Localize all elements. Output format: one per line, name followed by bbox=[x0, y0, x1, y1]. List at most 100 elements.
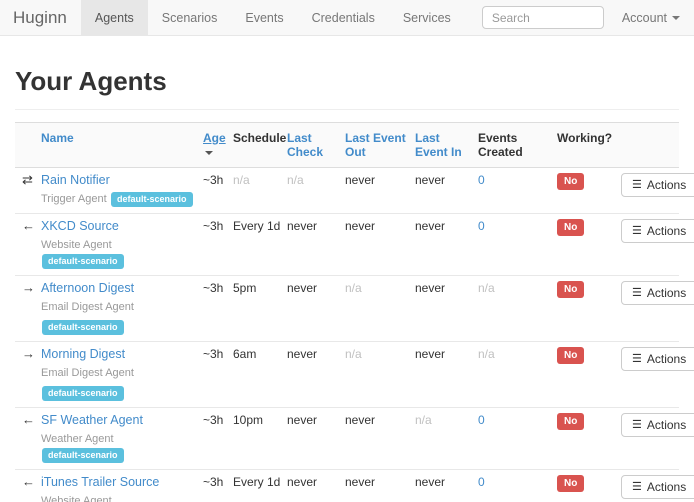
list-icon: ☰ bbox=[632, 286, 642, 299]
list-icon: ☰ bbox=[632, 224, 642, 237]
events-created-link[interactable]: 0 bbox=[478, 219, 485, 233]
sort-header-last-event-in[interactable]: Last Event In bbox=[415, 131, 462, 159]
account-label: Account bbox=[621, 10, 667, 25]
actions-button[interactable]: ☰ Actions bbox=[621, 219, 694, 243]
scenario-badge[interactable]: default-scenario bbox=[42, 254, 124, 269]
actions-button-label: Actions bbox=[646, 224, 687, 238]
list-icon: ☰ bbox=[632, 480, 642, 493]
events-created-link[interactable]: 0 bbox=[478, 475, 485, 489]
last-event-in-cell: never bbox=[415, 219, 446, 233]
brand-logo[interactable]: Huginn bbox=[13, 7, 67, 27]
working-badge: No bbox=[557, 281, 585, 298]
last-check-cell: n/a bbox=[287, 173, 304, 187]
agent-type-label: Website Agent bbox=[41, 495, 112, 502]
schedule-cell: 6am bbox=[233, 347, 257, 361]
schedule-cell: 10pm bbox=[233, 413, 264, 427]
sort-header-name[interactable]: Name bbox=[41, 131, 74, 145]
last-event-out-cell: never bbox=[345, 219, 376, 233]
last-check-cell: never bbox=[287, 475, 318, 489]
arrow-right-icon: → bbox=[22, 346, 35, 361]
working-badge: No bbox=[557, 219, 585, 236]
search-input[interactable] bbox=[481, 6, 604, 29]
events-created-cell: n/a bbox=[478, 281, 495, 295]
last-check-cell: never bbox=[287, 347, 318, 361]
header-schedule: Schedule bbox=[233, 131, 287, 145]
schedule-cell: Every 1d bbox=[233, 475, 281, 489]
age-cell: ~3h bbox=[203, 219, 224, 233]
table-header: Name Age Schedule Last Check Last Event … bbox=[15, 122, 679, 168]
agent-name-cell: SF Weather Agent Weather Agent default-s… bbox=[41, 413, 203, 463]
age-cell: ~3h bbox=[203, 475, 224, 489]
actions-button[interactable]: ☰ Actions bbox=[621, 413, 694, 437]
agent-type-label: Website Agent bbox=[41, 239, 112, 251]
table-row: ⇄ Rain Notifier Trigger Agent default-sc… bbox=[15, 168, 694, 214]
list-icon: ☰ bbox=[632, 178, 642, 191]
sort-header-age[interactable]: Age bbox=[203, 131, 226, 145]
working-badge: No bbox=[557, 173, 585, 190]
last-event-out-cell: never bbox=[345, 475, 376, 489]
nav-item-credentials[interactable]: Credentials bbox=[311, 10, 375, 25]
agent-name-link[interactable]: Afternoon Digest bbox=[41, 281, 135, 295]
divider bbox=[15, 109, 679, 110]
agent-name-cell: Morning Digest Email Digest Agent defaul… bbox=[41, 347, 203, 401]
arrow-left-icon: ← bbox=[22, 474, 35, 489]
actions-button[interactable]: ☰ Actions bbox=[621, 347, 694, 371]
table-row: ← SF Weather Agent Weather Agent default… bbox=[15, 408, 694, 470]
events-created-cell: n/a bbox=[478, 347, 495, 361]
nav-item-events[interactable]: Events bbox=[245, 10, 284, 25]
last-event-in-cell: n/a bbox=[415, 413, 432, 427]
account-menu[interactable]: Account bbox=[622, 11, 680, 25]
age-cell: ~3h bbox=[203, 173, 224, 187]
table-row: ← iTunes Trailer Source Website Agent de… bbox=[15, 470, 694, 502]
working-cell: No bbox=[557, 219, 621, 236]
sort-header-last-event-out[interactable]: Last Event Out bbox=[345, 131, 406, 159]
agent-type-label: Trigger Agent bbox=[41, 193, 107, 205]
working-badge: No bbox=[557, 413, 585, 430]
last-check-cell: never bbox=[287, 219, 318, 233]
last-check-cell: never bbox=[287, 413, 318, 427]
sort-desc-icon bbox=[205, 150, 213, 155]
agent-name-link[interactable]: SF Weather Agent bbox=[41, 413, 143, 427]
agent-name-link[interactable]: iTunes Trailer Source bbox=[41, 475, 160, 489]
agent-name-cell: XKCD Source Website Agent default-scenar… bbox=[41, 219, 203, 269]
agents-table: Name Age Schedule Last Check Last Event … bbox=[15, 122, 694, 502]
agent-name-link[interactable]: Rain Notifier bbox=[41, 173, 110, 187]
list-icon: ☰ bbox=[632, 352, 642, 365]
icon-column-header bbox=[15, 131, 41, 159]
actions-button[interactable]: ☰ Actions bbox=[621, 173, 694, 197]
working-badge: No bbox=[557, 475, 585, 492]
agent-name-link[interactable]: Morning Digest bbox=[41, 347, 126, 361]
scenario-badge[interactable]: default-scenario bbox=[110, 192, 193, 207]
nav-item-services[interactable]: Services bbox=[402, 10, 451, 25]
last-event-out-cell: n/a bbox=[345, 281, 362, 295]
working-cell: No bbox=[557, 281, 621, 298]
sort-header-last-check[interactable]: Last Check bbox=[287, 131, 324, 159]
list-icon: ☰ bbox=[632, 418, 642, 431]
scenario-badge[interactable]: default-scenario bbox=[42, 320, 124, 335]
schedule-cell: 5pm bbox=[233, 281, 257, 295]
actions-cell: ☰ Actions bbox=[621, 475, 694, 499]
scenario-badge[interactable]: default-scenario bbox=[42, 448, 124, 463]
navbar-right: Account bbox=[481, 0, 694, 35]
schedule-cell: n/a bbox=[233, 173, 250, 187]
nav-item-agents[interactable]: Agents bbox=[80, 0, 148, 35]
main-nav: Agents Scenarios Events Credentials Serv… bbox=[80, 0, 465, 35]
events-created-link[interactable]: 0 bbox=[478, 413, 485, 427]
last-event-in-cell: never bbox=[415, 281, 446, 295]
agent-name-link[interactable]: XKCD Source bbox=[41, 219, 119, 233]
actions-button-label: Actions bbox=[646, 352, 687, 366]
working-cell: No bbox=[557, 413, 621, 430]
last-event-in-cell: never bbox=[415, 173, 446, 187]
nav-item-scenarios[interactable]: Scenarios bbox=[161, 10, 218, 25]
actions-button[interactable]: ☰ Actions bbox=[621, 281, 694, 305]
events-created-link[interactable]: 0 bbox=[478, 173, 485, 187]
last-event-out-cell: never bbox=[345, 173, 376, 187]
actions-button[interactable]: ☰ Actions bbox=[621, 475, 694, 499]
caret-down-icon bbox=[672, 15, 680, 20]
actions-button-label: Actions bbox=[646, 480, 687, 494]
agent-name-cell: iTunes Trailer Source Website Agent defa… bbox=[41, 475, 203, 502]
last-event-in-cell: never bbox=[415, 475, 446, 489]
last-check-cell: never bbox=[287, 281, 318, 295]
actions-cell: ☰ Actions bbox=[621, 413, 694, 437]
scenario-badge[interactable]: default-scenario bbox=[42, 386, 124, 401]
